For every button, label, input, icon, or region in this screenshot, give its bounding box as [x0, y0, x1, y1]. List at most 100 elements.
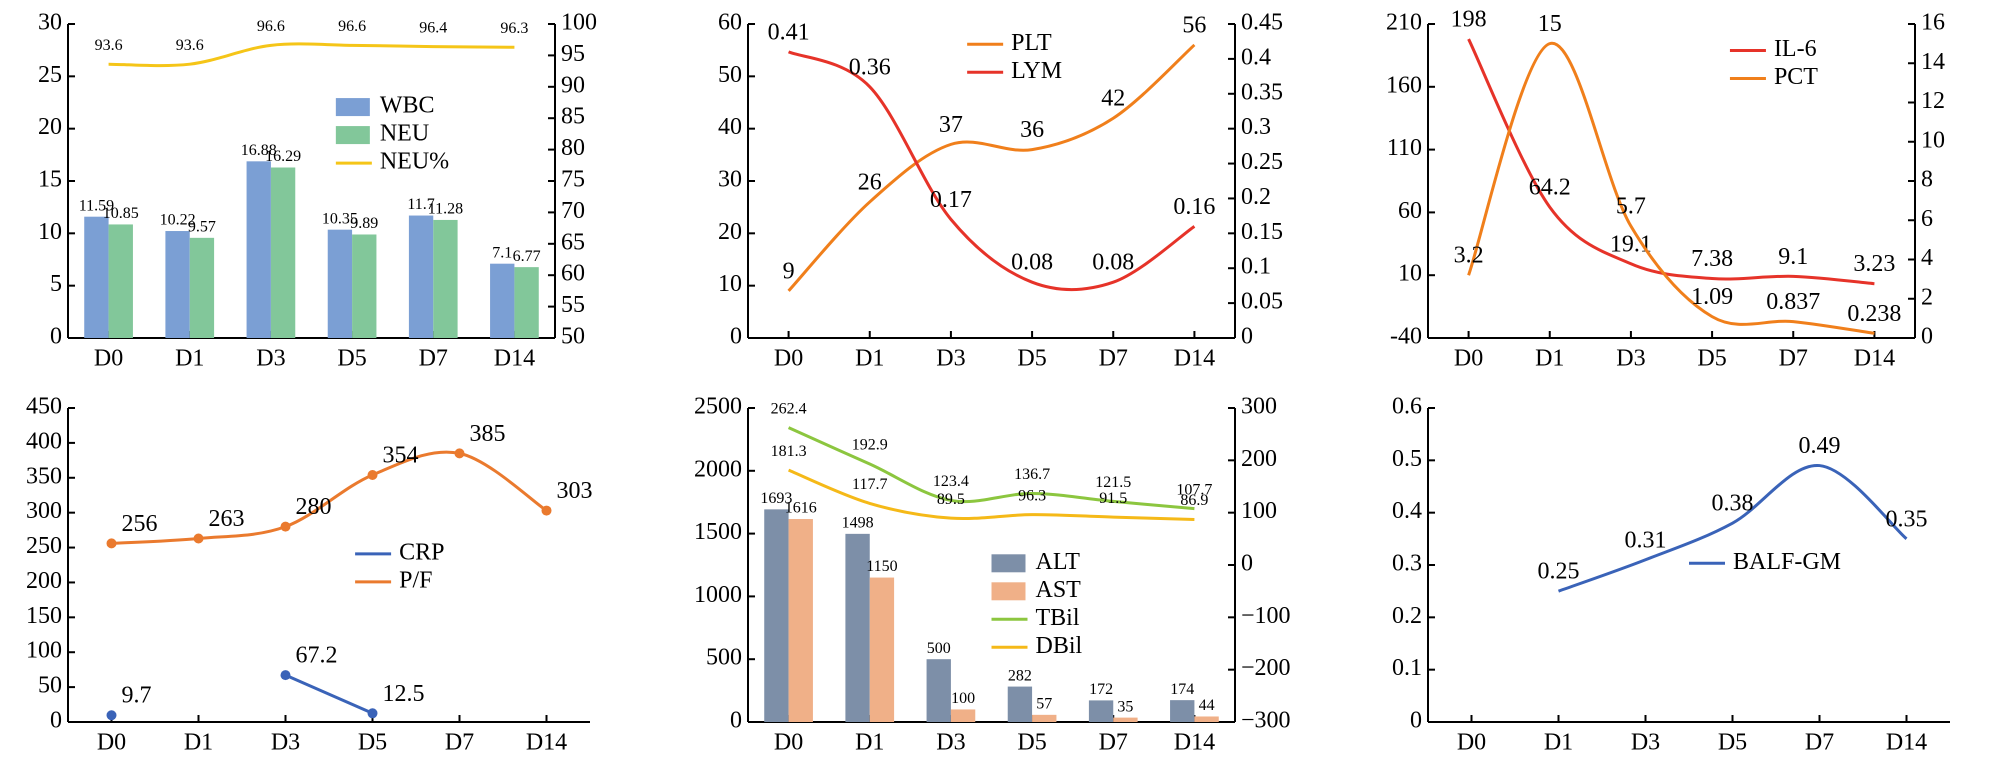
point-label: 0.08	[1092, 250, 1134, 276]
point-label: 0.837	[1766, 289, 1820, 315]
bar-label: 11.7	[407, 196, 434, 213]
bar-label: 7.1	[492, 244, 512, 261]
y2-tick-label: 95	[561, 41, 585, 67]
point-label: 0.31	[1625, 527, 1667, 553]
y-tick-label: 10	[1398, 261, 1422, 287]
y-tick-label: 50	[718, 62, 742, 88]
y2-tick-label: 0	[1921, 324, 1933, 350]
x-tick-label: D1	[175, 346, 204, 372]
line	[1467, 42, 1875, 335]
line	[284, 673, 374, 715]
y-tick-label: 150	[26, 603, 62, 629]
legend-swatch	[991, 554, 1026, 573]
point-label: 5.7	[1616, 194, 1646, 220]
bar-label: 16.29	[265, 148, 301, 165]
y2-tick-label: 2	[1921, 284, 1933, 310]
x-tick-label: D0	[94, 346, 123, 372]
bar	[514, 267, 539, 338]
y2-tick-label: 55	[561, 292, 585, 318]
point-label: 42	[1101, 86, 1125, 112]
x-tick-label: D1	[184, 730, 213, 756]
x-tick-label: D5	[1718, 730, 1747, 756]
bar	[433, 219, 458, 338]
y2-tick-label: 50	[561, 324, 585, 350]
bar-label: 11.28	[428, 201, 463, 218]
x-tick-label: D0	[774, 730, 803, 756]
marker	[280, 521, 291, 532]
point-label: 12.5	[383, 681, 425, 707]
x-tick-label: D0	[1457, 730, 1486, 756]
bar	[950, 709, 976, 722]
point-label: 0.25	[1538, 559, 1580, 585]
y2-tick-label: 0.05	[1241, 289, 1283, 315]
bar	[490, 263, 515, 338]
x-tick-label: D0	[97, 730, 126, 756]
y2-tick-label: 0.2	[1241, 184, 1271, 210]
bar-label: 1693	[760, 490, 792, 507]
marker	[106, 538, 117, 549]
y-tick-label: 30	[38, 10, 62, 36]
bar-label: 16.88	[241, 142, 277, 159]
bar-label: 174	[1170, 681, 1194, 698]
bar	[788, 519, 813, 722]
bar	[108, 224, 133, 338]
y2-tick-label: 65	[561, 229, 585, 255]
x-tick-label: D1	[855, 346, 884, 372]
y2-tick-label: 75	[561, 167, 585, 193]
y-tick-label: 0	[730, 708, 742, 734]
bar-label: 10.22	[160, 212, 196, 229]
legend-label: ALT	[1036, 549, 1081, 575]
point-label: 3.23	[1853, 251, 1895, 277]
point-label: 15	[1538, 11, 1562, 37]
y2-tick-label: 10	[1921, 127, 1945, 153]
bar	[270, 167, 296, 338]
y-tick-label: 110	[1387, 135, 1422, 161]
legend-label: PLT	[1011, 30, 1052, 56]
x-tick-label: D5	[337, 346, 366, 372]
point-label: 67.2	[296, 643, 338, 669]
bar-label: 35	[1117, 698, 1133, 715]
y-tick-label: 20	[38, 114, 62, 140]
y2-tick-label: 85	[561, 104, 585, 130]
y2-tick-label: 80	[561, 135, 585, 161]
point-label: 93.6	[176, 37, 204, 54]
bar	[352, 234, 377, 338]
y2-tick-label: 70	[561, 198, 585, 224]
legend-label: NEU	[380, 121, 429, 147]
x-tick-label: D14	[494, 346, 535, 372]
point-label: 192.9	[852, 437, 888, 454]
bar	[84, 216, 109, 338]
x-tick-label: D7	[419, 346, 448, 372]
y-tick-label: 60	[1398, 198, 1422, 224]
legend-label: TBil	[1036, 605, 1080, 631]
point-label: 86.9	[1180, 492, 1208, 509]
y2-tick-label: 90	[561, 72, 585, 98]
y-tick-label: 350	[26, 463, 62, 489]
bar	[1088, 700, 1114, 722]
point-label: 19.1	[1610, 231, 1652, 257]
point-label: 0.17	[930, 187, 972, 213]
x-tick-label: D7	[1099, 730, 1128, 756]
point-label: 7.38	[1691, 246, 1733, 272]
x-tick-label: D5	[358, 730, 387, 756]
bar	[1170, 700, 1195, 722]
y2-tick-label: 60	[561, 261, 585, 287]
line	[1467, 38, 1875, 286]
y-tick-label: 500	[706, 645, 742, 671]
y-tick-label: 0.3	[1392, 551, 1422, 577]
point-label: 96.3	[500, 20, 528, 37]
y2-tick-label: 0	[1241, 551, 1253, 577]
point-label: 56	[1182, 12, 1206, 38]
point-label: 263	[209, 506, 245, 532]
y-tick-label: 0.1	[1392, 655, 1422, 681]
point-label: 385	[470, 421, 506, 447]
legend-label: IL-6	[1774, 36, 1817, 62]
point-label: 303	[557, 478, 593, 504]
bar-label: 10.85	[103, 205, 139, 222]
point-label: 91.5	[1099, 490, 1127, 507]
legend-label: AST	[1036, 577, 1082, 603]
y2-tick-label: 16	[1921, 10, 1945, 36]
y-tick-label: 0.4	[1392, 498, 1422, 524]
bar	[1007, 686, 1033, 722]
